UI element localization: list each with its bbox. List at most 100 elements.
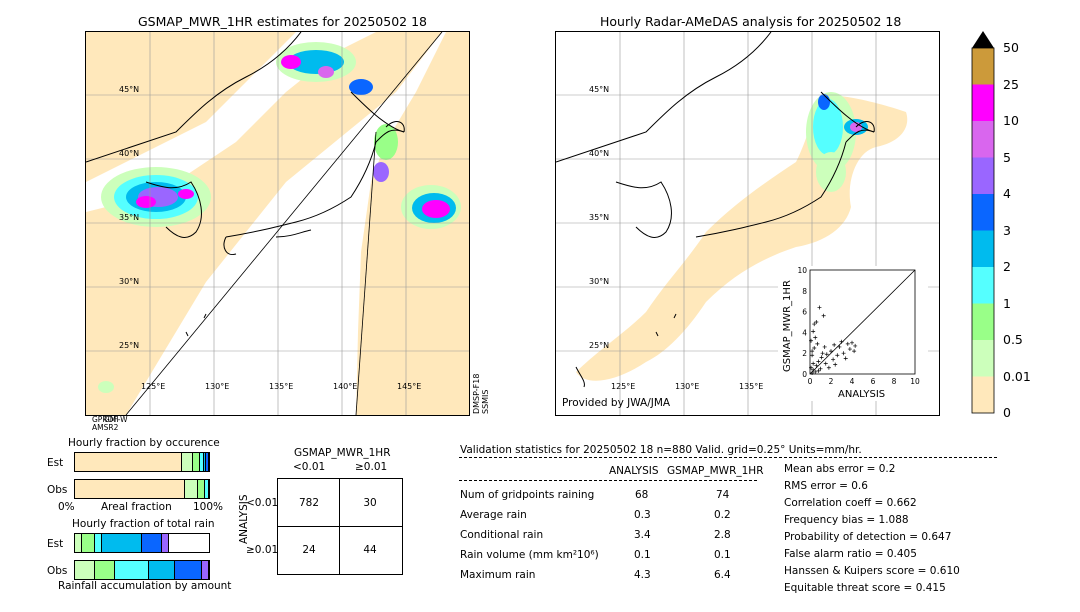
scatter-point <box>850 340 854 345</box>
fraction-segment <box>115 561 149 579</box>
left-lon-140: 140°E <box>333 382 358 391</box>
sensor-gmi: GMI <box>104 415 119 424</box>
right-lat-45: 45°N <box>589 85 610 94</box>
scatter-point <box>811 367 816 372</box>
fraction-segment <box>199 453 204 471</box>
scatter-point <box>831 357 836 362</box>
scatter-point <box>843 356 848 361</box>
contingency-b: 30 <box>363 497 377 509</box>
colorbar-segment <box>972 157 994 194</box>
scatter-point <box>853 343 858 348</box>
row-label-4: Maximum rain <box>460 569 536 581</box>
scatter-point <box>816 359 821 364</box>
row-label-3: Rain volume (mm km²10⁶) <box>460 549 599 561</box>
contingency-row-ge: ≥0.01 <box>246 544 279 556</box>
contingency-c: 24 <box>302 544 316 556</box>
colorbar-segment <box>972 230 994 267</box>
fraction-segment <box>75 453 183 471</box>
colorbar-tick-label: 0 <box>1003 405 1011 420</box>
row-label-2: Conditional rain <box>460 529 544 541</box>
scatter-point <box>852 349 857 354</box>
scatter-ytick: 2 <box>802 349 807 358</box>
scatter-point <box>809 365 814 370</box>
scatter-xtick: 10 <box>910 377 920 386</box>
scatter-point <box>839 339 844 344</box>
scatter-point <box>837 344 842 349</box>
colorbar-tick-label: 0.5 <box>1003 332 1023 347</box>
scatter-point <box>829 349 833 354</box>
colorbar-extend-triangle <box>972 31 994 48</box>
colorbar-tick-label: 3 <box>1003 222 1011 238</box>
fraction-segment <box>184 480 199 498</box>
occurrence-title: Hourly fraction by occurence <box>68 437 220 449</box>
scatter-xtick: 8 <box>892 377 897 386</box>
right-lat-35: 35°N <box>589 213 610 222</box>
fraction-segment <box>81 534 96 552</box>
fraction-segment <box>148 561 176 579</box>
left-map-title: GSMAP_MWR_1HR estimates for 20250502 18 <box>138 14 427 29</box>
scatter-point <box>810 353 815 358</box>
right-lat-40: 40°N <box>589 149 610 158</box>
row-analysis-3: 0.1 <box>634 549 651 561</box>
row-label-1: Average rain <box>460 509 527 521</box>
score-6: Hanssen & Kuipers score = 0.610 <box>784 565 960 577</box>
right-map-title: Hourly Radar-AMeDAS analysis for 2025050… <box>600 14 902 29</box>
scatter-ytick: 6 <box>802 308 807 317</box>
contingency-col-ge: ≥0.01 <box>355 461 388 473</box>
scatter-xtick: 6 <box>871 377 876 386</box>
colorbar <box>971 31 995 414</box>
accumulation-footer: Rainfall accumulation by amount <box>58 580 232 592</box>
sensor-ssmis: SSMIS <box>481 389 490 415</box>
occurrence-axis-right: 100% <box>193 501 224 513</box>
scatter-point <box>820 351 825 356</box>
occurrence-est-bar <box>74 452 210 472</box>
left-lat-45: 45°N <box>119 85 140 94</box>
right-map-canvas <box>556 32 939 415</box>
validation-header: Validation statistics for 20250502 18 n=… <box>460 444 862 456</box>
contingency-row-lt: <0.01 <box>246 497 279 509</box>
accumulation-obs-label: Obs <box>47 565 68 577</box>
scatter-point <box>809 338 814 343</box>
fraction-segment <box>75 480 185 498</box>
scatter-point <box>821 313 826 318</box>
validation-divider <box>459 457 997 458</box>
score-7: Equitable threat score = 0.415 <box>784 582 946 594</box>
right-lat-30: 30°N <box>589 277 610 286</box>
scatter-point <box>817 305 822 310</box>
scatter-ylabel: GSMAP_MWR_1HR <box>782 280 793 372</box>
colorbar-segment <box>972 121 994 158</box>
scatter-point <box>823 361 828 366</box>
contingency-table: 782 30 24 44 <box>277 478 403 575</box>
scatter-ytick: 10 <box>797 266 807 275</box>
left-map-canvas <box>86 32 469 415</box>
scatter-point <box>845 341 850 346</box>
scatter-point <box>815 341 820 346</box>
scatter-ytick: 0 <box>802 370 807 379</box>
accumulation-title: Hourly fraction of total rain <box>72 518 215 530</box>
scatter-ytick: 4 <box>802 328 807 337</box>
right-map: 45°N 40°N 35°N 30°N 25°N 125°E 130°E 135… <box>555 31 940 416</box>
contingency-col-lt: <0.01 <box>293 461 326 473</box>
sensor-dmsp: DMSP-F18 <box>472 373 481 414</box>
right-lon-130: 130°E <box>675 382 700 391</box>
scatter-point <box>819 355 824 360</box>
occurrence-axis-left: 0% <box>58 501 75 513</box>
scatter-point <box>833 362 838 367</box>
scatter-point <box>812 322 817 327</box>
fraction-segment <box>182 453 193 471</box>
scatter-point <box>813 335 818 340</box>
occurrence-obs-bar <box>74 479 210 499</box>
row-gsmap-3: 0.1 <box>714 549 731 561</box>
scatter-point <box>847 347 852 352</box>
radar-credit: Provided by JWA/JMA <box>562 397 671 409</box>
scatter-point <box>818 366 823 371</box>
fraction-segment <box>75 561 96 579</box>
fraction-segment <box>204 480 209 498</box>
left-lat-35: 35°N <box>119 213 140 222</box>
scatter-point <box>824 352 829 357</box>
scatter-ytick: 8 <box>802 287 807 296</box>
fraction-segment <box>101 534 142 552</box>
occurrence-est-label: Est <box>47 457 64 469</box>
left-lat-40: 40°N <box>119 149 140 158</box>
colorbar-segment <box>972 194 994 231</box>
